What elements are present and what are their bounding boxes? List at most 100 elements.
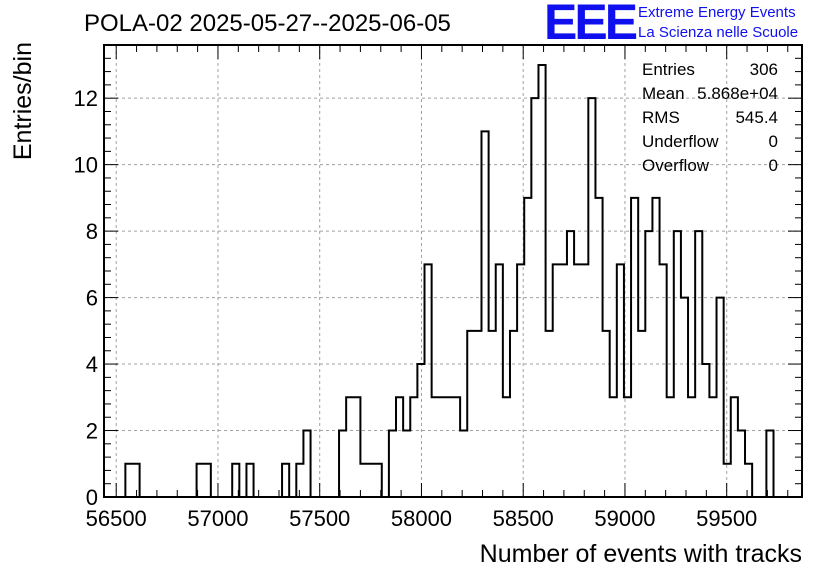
stat-value: 306 <box>749 60 778 79</box>
x-tick-label: 57500 <box>289 506 350 531</box>
x-tick-label: 59500 <box>696 506 757 531</box>
histogram-bin <box>439 397 446 497</box>
stat-value: 0 <box>768 132 778 151</box>
histogram-bin <box>567 231 574 497</box>
stat-row-mean: Mean 5.868e+04 <box>642 84 778 108</box>
histogram-bin <box>624 397 631 497</box>
histogram-bin <box>617 264 624 497</box>
histogram-bin <box>425 264 432 497</box>
histogram-bin <box>766 431 773 497</box>
histogram-bin <box>595 198 602 497</box>
x-tick-label: 56500 <box>86 506 147 531</box>
histogram-bin <box>588 98 595 497</box>
y-tick-label: 12 <box>74 86 98 111</box>
histogram-bin <box>503 397 510 497</box>
histogram-bin <box>460 431 467 497</box>
logo-line-2: La Scienza nelle Scuole <box>638 24 799 41</box>
histogram-bin <box>296 464 303 497</box>
stat-label: Underflow <box>642 132 719 151</box>
logo-mark: EEE <box>544 0 638 50</box>
stat-label: Mean <box>642 84 685 103</box>
stat-label: Entries <box>642 60 695 79</box>
histogram-bin <box>368 464 375 497</box>
histogram-bin <box>417 364 424 497</box>
histogram-bin <box>645 231 652 497</box>
histogram-bin <box>731 397 738 497</box>
stat-label: RMS <box>642 108 680 127</box>
histogram-bin <box>702 364 709 497</box>
stat-row-rms: RMS 545.4 <box>642 108 778 132</box>
histogram-bin <box>446 397 453 497</box>
stat-row-underflow: Underflow 0 <box>642 132 778 156</box>
histogram-bin <box>125 464 132 497</box>
y-tick-label: 6 <box>86 286 98 311</box>
histogram-bin <box>467 331 474 497</box>
chart-title: POLA-02 2025-05-27--2025-06-05 <box>84 10 451 37</box>
histogram-bin <box>638 331 645 497</box>
histogram-bin <box>481 131 488 497</box>
stats-box: Entries 306 Mean 5.868e+04 RMS 545.4 Und… <box>642 60 778 180</box>
histogram-bin <box>603 331 610 497</box>
histogram-bin <box>132 464 139 497</box>
x-tick-label: 58500 <box>493 506 554 531</box>
histogram-bin <box>538 65 545 497</box>
histogram-bin <box>403 431 410 497</box>
histogram-bin <box>204 464 211 497</box>
histogram-bin <box>610 397 617 497</box>
histogram-bin <box>360 464 367 497</box>
y-tick-label: 8 <box>86 219 98 244</box>
stat-value: 0 <box>768 156 778 175</box>
histogram-bin <box>432 397 439 497</box>
stat-value: 5.868e+04 <box>697 84 778 103</box>
y-tick-label: 10 <box>74 153 98 178</box>
histogram-bin <box>674 231 681 497</box>
x-tick-label: 57000 <box>187 506 248 531</box>
histogram-bin <box>410 397 417 497</box>
histogram-bin <box>453 397 460 497</box>
histogram-bin <box>681 298 688 497</box>
histogram-bin <box>346 397 353 497</box>
histogram-bin <box>660 264 667 497</box>
y-tick-label: 0 <box>86 485 98 510</box>
histogram-bin <box>353 397 360 497</box>
histogram-bin <box>717 298 724 497</box>
histogram-bin <box>560 264 567 497</box>
eee-logo: EEE Extreme Energy Events La Scienza nel… <box>544 0 834 50</box>
histogram-bin <box>695 231 702 497</box>
histogram-bin <box>339 431 346 497</box>
histogram-bin <box>531 98 538 497</box>
histogram-bin <box>745 464 752 497</box>
histogram-bin <box>709 397 716 497</box>
stat-label: Overflow <box>642 156 710 175</box>
y-tick-label: 2 <box>86 419 98 444</box>
y-axis-label: Entries/bin <box>9 42 37 160</box>
histogram-bin <box>546 331 553 497</box>
histogram-bin <box>282 464 289 497</box>
histogram-bin <box>738 431 745 497</box>
histogram-bin <box>474 331 481 497</box>
histogram-bin <box>389 431 396 497</box>
x-tick-label: 58000 <box>391 506 452 531</box>
stat-row-entries: Entries 306 <box>642 60 778 84</box>
histogram-bin <box>574 264 581 497</box>
histogram-bin <box>667 397 674 497</box>
stat-row-overflow: Overflow 0 <box>642 156 778 180</box>
x-axis-label: Number of events with tracks <box>480 540 802 568</box>
histogram-bin <box>724 464 731 497</box>
histogram-bin <box>496 264 503 497</box>
histogram-bin <box>652 198 659 497</box>
histogram-bin <box>517 264 524 497</box>
histogram-bin <box>581 264 588 497</box>
histogram-bin <box>246 464 253 497</box>
histogram-bin <box>489 331 496 497</box>
histogram-bin <box>303 431 310 497</box>
histogram-outline <box>118 63 781 498</box>
logo-line-1: Extreme Energy Events <box>638 4 796 21</box>
stat-value: 545.4 <box>735 108 778 127</box>
histogram-bin <box>688 397 695 497</box>
y-tick-label: 4 <box>86 352 98 377</box>
x-tick-label: 59000 <box>594 506 655 531</box>
histogram-bin <box>553 264 560 497</box>
histogram-bin <box>631 198 638 497</box>
